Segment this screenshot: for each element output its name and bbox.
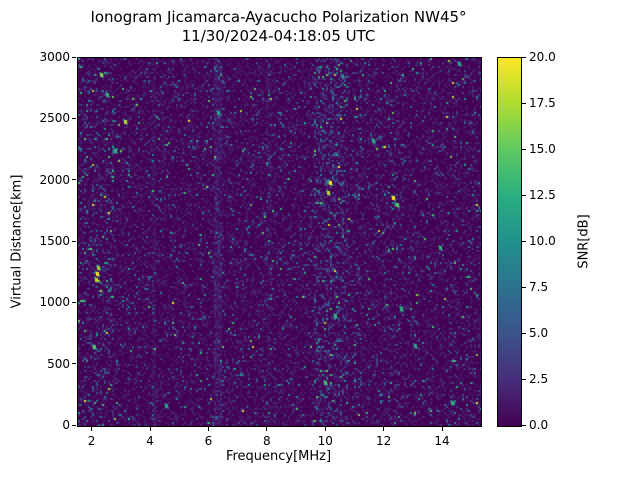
x-tick-label: 14: [434, 434, 450, 448]
x-tick-mark: [266, 427, 268, 431]
colorbar-tick-label: 20.0: [529, 50, 556, 64]
chart-title-line2: 11/30/2024-04:18:05 UTC: [181, 27, 376, 45]
x-tick-mark: [91, 427, 93, 431]
colorbar-tick-mark: [522, 286, 526, 288]
colorbar-tick-label: 7.5: [529, 280, 549, 294]
y-tick-mark: [72, 424, 76, 426]
x-tick-mark: [324, 427, 326, 431]
colorbar-tick-label: 17.5: [529, 96, 556, 110]
colorbar-tick-label: 0.0: [529, 418, 549, 432]
colorbar: [497, 57, 522, 427]
colorbar-tick-label: 15.0: [529, 142, 556, 156]
x-tick-mark: [149, 427, 151, 431]
chart-title-line1: Ionogram Jicamarca-Ayacucho Polarization…: [90, 8, 467, 26]
colorbar-tick-mark: [522, 332, 526, 334]
y-tick-mark: [72, 117, 76, 119]
colorbar-tick-label: 12.5: [529, 188, 556, 202]
y-tick-label: 3000: [39, 50, 70, 64]
y-tick-label: 1000: [39, 295, 70, 310]
colorbar-tick-mark: [522, 56, 526, 58]
y-tick-mark: [72, 56, 76, 58]
chart-title: Ionogram Jicamarca-Ayacucho Polarization…: [77, 8, 480, 46]
colorbar-gradient: [498, 58, 521, 426]
colorbar-tick-mark: [522, 148, 526, 150]
y-tick-mark: [72, 363, 76, 365]
x-tick-label: 10: [317, 434, 333, 448]
colorbar-tick-mark: [522, 424, 526, 426]
colorbar-tick-mark: [522, 378, 526, 380]
x-axis-label: Frequency[MHz]: [225, 449, 332, 464]
heatmap-canvas: [78, 58, 481, 426]
y-tick-label: 500: [47, 356, 70, 371]
colorbar-label: SNR[dB]: [572, 57, 596, 425]
x-tick-label: 4: [146, 434, 154, 448]
colorbar-label-text: SNR[dB]: [576, 213, 592, 269]
colorbar-tick-mark: [522, 194, 526, 196]
x-tick-label: 12: [375, 434, 392, 448]
colorbar-tick-mark: [522, 240, 526, 242]
y-tick-mark: [72, 301, 76, 303]
y-axis-label-text: Virtual Distance[km]: [9, 174, 25, 308]
plot-area: [77, 57, 482, 427]
y-tick-label: 2500: [39, 111, 70, 126]
x-tick-mark: [207, 427, 209, 431]
y-tick-label: 2000: [39, 172, 70, 187]
x-tick-mark: [441, 427, 443, 431]
x-tick-label: 6: [204, 434, 213, 448]
y-tick-mark: [72, 240, 76, 242]
colorbar-tick-label: 2.5: [529, 372, 549, 386]
colorbar-tick-mark: [522, 102, 526, 104]
x-tick-label: 8: [262, 434, 271, 448]
y-tick-label: 1500: [39, 234, 70, 248]
x-tick-label: 2: [87, 434, 96, 448]
colorbar-tick-label: 10.0: [529, 234, 556, 248]
y-tick-mark: [72, 179, 76, 181]
y-tick-label: 0: [62, 418, 70, 432]
colorbar-tick-label: 5.0: [529, 326, 549, 340]
x-tick-mark: [383, 427, 385, 431]
